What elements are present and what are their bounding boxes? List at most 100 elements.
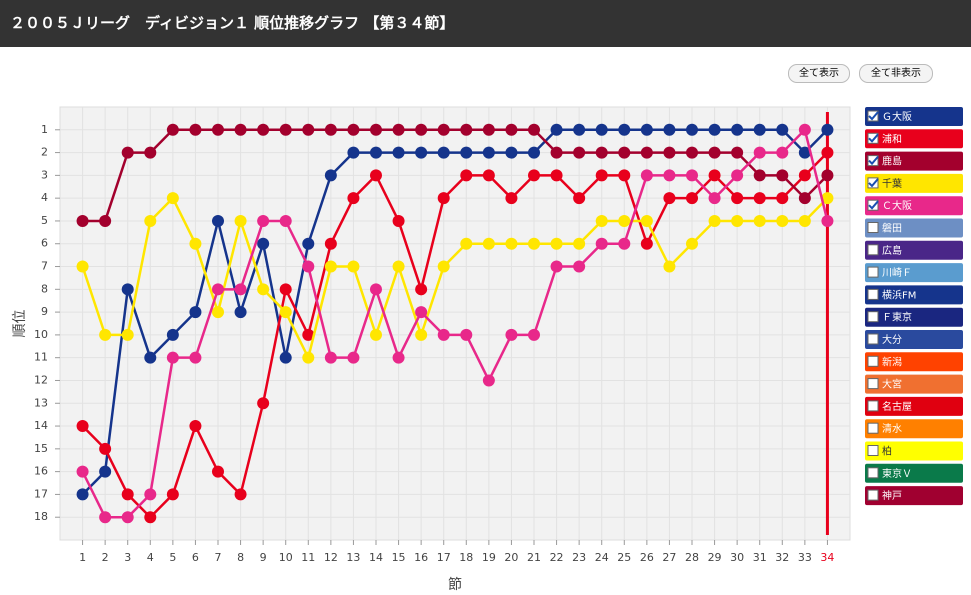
legend-entry[interactable] xyxy=(865,240,963,260)
legend-checkbox[interactable] xyxy=(867,222,879,233)
data-point xyxy=(189,306,202,319)
x-tick-label: 18 xyxy=(459,551,473,564)
data-point xyxy=(279,214,292,227)
legend-checkbox[interactable] xyxy=(867,132,879,144)
data-point xyxy=(212,306,224,319)
legend-checkbox[interactable] xyxy=(867,355,879,367)
legend-entry[interactable] xyxy=(865,396,963,416)
y-tick-label: 9 xyxy=(41,305,48,318)
x-tick-label: 31 xyxy=(753,551,767,564)
data-point xyxy=(798,146,811,159)
data-point xyxy=(528,169,540,182)
legend-entry[interactable] xyxy=(865,196,963,216)
legend-entry[interactable] xyxy=(865,107,963,126)
legend-entry[interactable] xyxy=(865,463,963,483)
x-tick-label: 25 xyxy=(617,551,631,564)
data-point xyxy=(99,214,112,227)
legend-entry[interactable] xyxy=(865,419,963,439)
data-point xyxy=(370,123,382,136)
data-point xyxy=(821,192,834,205)
data-point xyxy=(821,214,834,227)
x-tick-label: 34 xyxy=(820,551,834,564)
legend-checkbox[interactable] xyxy=(867,110,879,122)
data-point xyxy=(257,397,270,410)
x-tick-label: 23 xyxy=(572,551,586,564)
y-tick-label: 15 xyxy=(34,442,48,455)
legend-checkbox[interactable] xyxy=(867,155,879,167)
legend-entry[interactable] xyxy=(865,151,963,171)
data-point xyxy=(166,192,179,205)
legend-checkbox[interactable] xyxy=(867,489,879,501)
legend-check xyxy=(868,133,879,143)
legend-entry[interactable] xyxy=(865,374,963,394)
legend-label: 磐田 xyxy=(882,222,902,235)
data-point xyxy=(505,192,518,205)
y-tick-label: 10 xyxy=(34,328,48,341)
legend-entry[interactable] xyxy=(865,307,963,327)
x-axis-title: 節 xyxy=(448,576,462,593)
x-tick-label: 5 xyxy=(169,551,176,564)
legend-label: 大宮 xyxy=(882,378,902,391)
x-tick-label: 24 xyxy=(595,551,609,564)
legend-checkbox[interactable] xyxy=(867,288,879,300)
legend-checkbox[interactable] xyxy=(867,244,879,256)
legend-entry[interactable] xyxy=(865,285,963,305)
legend-checkbox[interactable] xyxy=(867,400,879,412)
data-point xyxy=(573,192,586,205)
data-point xyxy=(302,260,315,273)
data-point xyxy=(76,465,89,478)
data-point xyxy=(212,465,224,478)
legend-entry[interactable] xyxy=(865,441,963,461)
legend-checkbox[interactable] xyxy=(867,333,879,345)
data-point xyxy=(550,123,563,136)
legend-checkbox[interactable] xyxy=(867,445,879,456)
data-point xyxy=(686,237,698,250)
legend-entry[interactable] xyxy=(865,218,963,238)
y-tick-label: 8 xyxy=(41,282,48,295)
legend-checkbox[interactable] xyxy=(867,378,879,390)
data-point xyxy=(76,260,89,273)
data-point xyxy=(798,192,811,205)
legend-label: 名古屋 xyxy=(882,400,912,413)
data-point xyxy=(392,260,405,273)
data-point xyxy=(482,169,495,182)
data-point xyxy=(776,123,789,136)
legend-checkbox[interactable] xyxy=(867,422,879,434)
legend-entry[interactable] xyxy=(865,129,963,149)
legend-checkbox[interactable] xyxy=(867,467,879,479)
legend-entry[interactable] xyxy=(865,173,963,193)
data-point xyxy=(324,260,337,273)
data-point xyxy=(189,351,202,364)
data-point xyxy=(76,488,89,501)
x-tick-label: 26 xyxy=(640,551,654,564)
legend-checkbox[interactable] xyxy=(867,266,879,278)
legend-entry[interactable] xyxy=(865,263,963,283)
data-point xyxy=(618,214,631,227)
show-all-button[interactable]: 全て表示 xyxy=(788,64,850,83)
y-axis-title: 順位 xyxy=(12,310,28,338)
data-point xyxy=(573,237,586,250)
data-point xyxy=(144,511,157,524)
hide-all-button[interactable]: 全て非表示 xyxy=(859,64,933,83)
data-point xyxy=(302,328,315,341)
data-point xyxy=(753,214,766,227)
data-point xyxy=(121,511,134,524)
x-tick-label: 9 xyxy=(260,551,267,564)
data-point xyxy=(663,169,676,182)
legend-entry[interactable] xyxy=(865,352,963,372)
data-point xyxy=(415,328,428,341)
data-point xyxy=(595,237,608,250)
data-point xyxy=(347,123,360,136)
data-point xyxy=(686,192,698,205)
data-point xyxy=(776,214,789,227)
legend-entry[interactable] xyxy=(865,330,963,349)
data-point xyxy=(234,306,247,319)
data-point xyxy=(460,328,473,341)
data-point xyxy=(347,192,360,205)
legend-entry[interactable] xyxy=(865,486,963,506)
legend-checkbox[interactable] xyxy=(867,199,879,211)
legend-checkbox[interactable] xyxy=(867,311,879,323)
data-point xyxy=(257,123,270,136)
data-point xyxy=(505,237,518,250)
legend-checkbox[interactable] xyxy=(867,177,879,189)
